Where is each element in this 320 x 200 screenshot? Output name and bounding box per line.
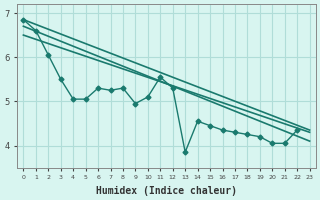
X-axis label: Humidex (Indice chaleur): Humidex (Indice chaleur) <box>96 186 237 196</box>
